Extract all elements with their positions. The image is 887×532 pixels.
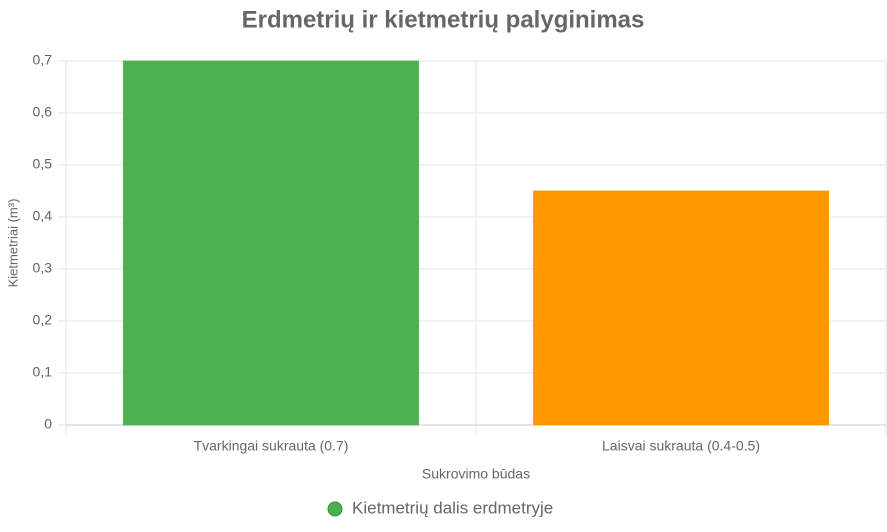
bar [122, 60, 420, 426]
x-axis-title: Sukrovimo būdas [422, 466, 530, 482]
legend-marker [327, 501, 343, 517]
y-tick-label: 0,5 [33, 156, 53, 172]
y-tick-label: 0,1 [33, 364, 53, 380]
y-tick-label: 0,4 [33, 208, 53, 224]
x-tick-label: Laisvai sukrauta (0.4-0.5) [602, 438, 760, 454]
y-tick-label: 0,6 [33, 104, 53, 120]
x-tick-label: Tvarkingai sukrauta (0.7) [194, 438, 349, 454]
bar [532, 190, 830, 426]
chart-title: Erdmetrių ir kietmetrių palyginimas [242, 6, 645, 33]
y-tick-label: 0 [44, 416, 52, 432]
y-tick-label: 0,2 [33, 312, 53, 328]
legend-label: Kietmetrių dalis erdmetryje [352, 498, 553, 517]
y-tick-label: 0,7 [33, 52, 53, 68]
y-axis-title: Kietmetriai (m³) [5, 199, 20, 288]
y-tick-label: 0,3 [33, 260, 53, 276]
